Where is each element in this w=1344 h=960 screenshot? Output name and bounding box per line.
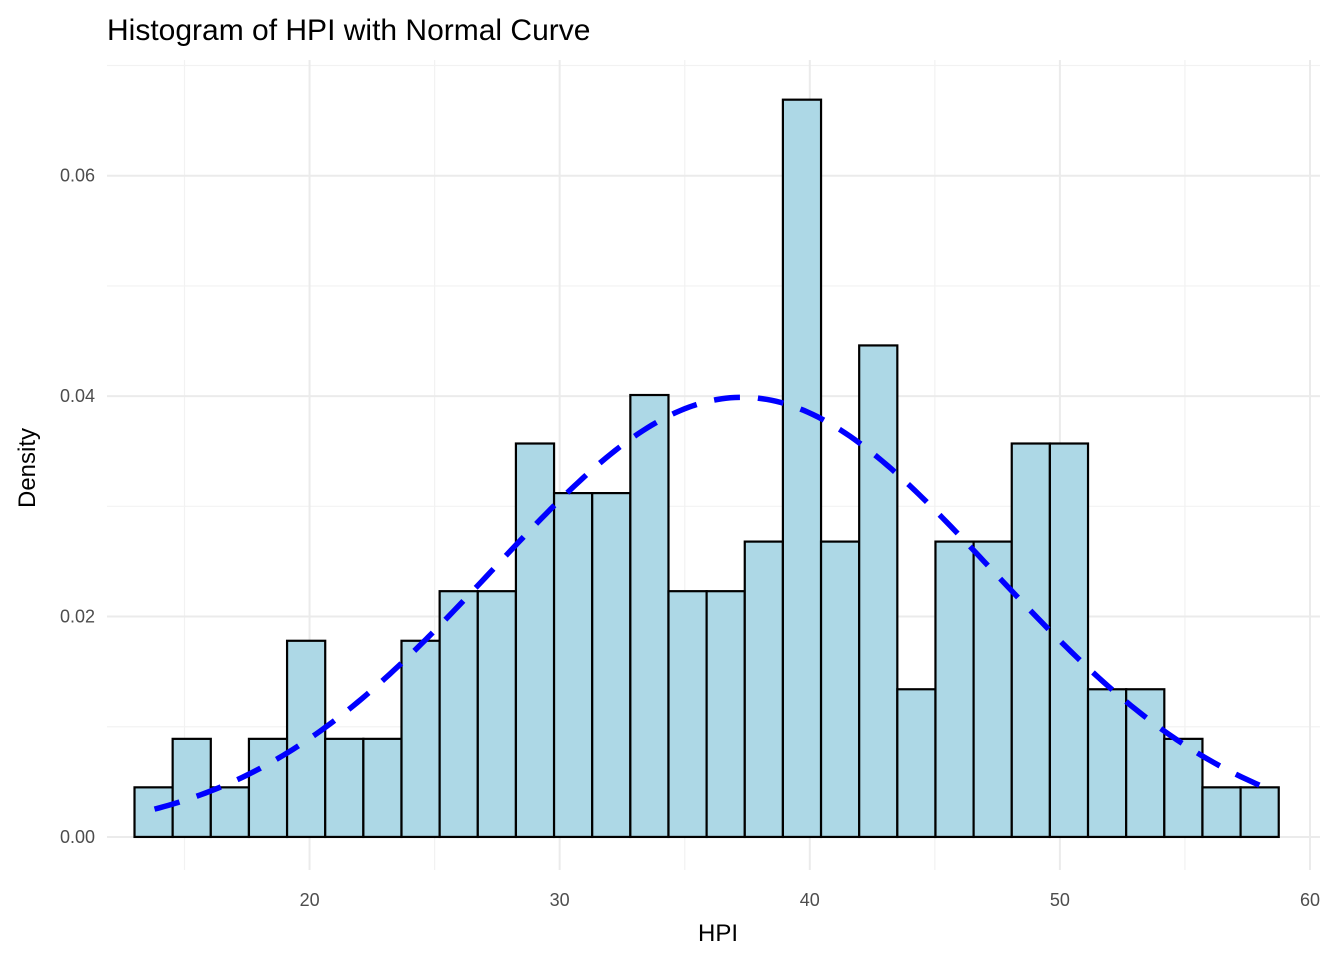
x-axis-ticks: 20 30 40 50 60: [300, 890, 1320, 910]
histogram-bar: [934, 540, 975, 839]
normal-curve-line: [153, 394, 1262, 812]
histogram-bar: [514, 442, 556, 839]
y-axis-ticks: 0.00 0.02 0.04 0.06: [60, 166, 95, 847]
histogram-bar: [133, 786, 174, 839]
histogram-bar: [285, 639, 327, 839]
histogram-bar: [1239, 786, 1280, 839]
histogram-bar: [1010, 442, 1051, 839]
x-tick-label: 30: [550, 890, 570, 910]
histogram-bar: [1125, 688, 1166, 839]
x-tick-label: 50: [1050, 890, 1070, 910]
histogram-bar: [476, 590, 518, 839]
histogram-bar: [1086, 688, 1128, 839]
histogram-bar: [819, 540, 861, 839]
histogram-bar: [400, 639, 441, 839]
histogram-bar: [858, 344, 899, 839]
histogram-bar: [629, 393, 670, 839]
y-axis-title: Density: [14, 428, 41, 508]
histogram-bar: [209, 786, 251, 839]
histogram-bars: [133, 98, 1280, 839]
histogram-bar: [438, 590, 479, 839]
histogram-bar: [591, 492, 632, 839]
histogram-bar: [1048, 442, 1090, 839]
histogram-bar: [552, 492, 594, 839]
y-tick-label: 0.06: [60, 166, 95, 186]
histogram-bar: [781, 98, 823, 839]
histogram-bar: [972, 540, 1013, 839]
histogram-bar: [362, 737, 403, 839]
histogram-bar: [743, 540, 785, 839]
x-tick-label: 60: [1300, 890, 1320, 910]
histogram-bar: [896, 688, 937, 839]
x-tick-label: 40: [800, 890, 820, 910]
histogram-bar: [1163, 737, 1204, 839]
chart-title: Histogram of HPI with Normal Curve: [107, 14, 590, 47]
histogram-bar: [667, 590, 708, 839]
histogram-bar: [171, 737, 212, 839]
histogram-bar: [705, 590, 746, 839]
y-tick-label: 0.02: [60, 607, 95, 627]
y-tick-label: 0.04: [60, 386, 95, 406]
x-axis-title: HPI: [698, 920, 738, 947]
y-tick-label: 0.00: [60, 827, 95, 847]
x-tick-label: 20: [300, 890, 320, 910]
histogram-bar: [1201, 786, 1242, 839]
histogram-bar: [324, 737, 365, 839]
